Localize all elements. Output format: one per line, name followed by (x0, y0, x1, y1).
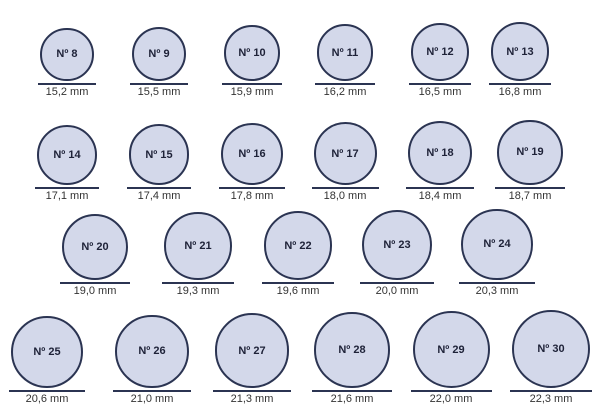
diameter-mm-label: 15,5 mm (137, 86, 181, 98)
diameter-line (212, 390, 292, 392)
diameter-line (509, 390, 593, 392)
diameter-mm-label: 21,3 mm (230, 393, 274, 405)
diameter-line (129, 83, 189, 85)
diameter-line (495, 187, 565, 189)
ring-size-circle: Nº 8 (40, 27, 94, 81)
ring-size-circle: Nº 16 (220, 122, 284, 185)
diameter-mm-label: 16,8 mm (498, 86, 542, 98)
diameter-line (8, 390, 86, 392)
ring-size-label: Nº 14 (53, 149, 81, 162)
diameter-mm-label: 22,3 mm (529, 393, 573, 405)
ring-size-label: Nº 17 (331, 147, 359, 160)
ring-size-label: Nº 29 (437, 343, 465, 356)
diameter-mm-label: 16,2 mm (323, 86, 367, 98)
diameter-mm-label: 20,6 mm (25, 393, 69, 405)
ring-size-label: Nº 16 (238, 147, 266, 160)
ring-size-label: Nº 27 (238, 344, 266, 357)
ring-size-label: Nº 23 (383, 239, 411, 251)
ring-size-label: Nº 28 (338, 344, 366, 357)
ring-size-label: Nº 20 (81, 240, 109, 253)
diameter-mm-label: 17,8 mm (230, 190, 274, 202)
ring-size-circle: Nº 27 (214, 313, 290, 388)
ring-size-circle: Nº 19 (497, 119, 563, 185)
diameter-mm-label: 18,4 mm (418, 190, 462, 202)
ring-size-circle: Nº 28 (314, 312, 390, 388)
diameter-line (38, 83, 96, 85)
ring-size-circle: Nº 17 (313, 122, 377, 185)
ring-size-label: Nº 15 (145, 148, 173, 161)
ring-size-circle: Nº 14 (37, 125, 97, 185)
ring-size-label: Nº 13 (506, 45, 534, 58)
diameter-mm-label: 19,6 mm (276, 285, 320, 297)
diameter-mm-label: 22,0 mm (429, 393, 473, 405)
diameter-line (488, 83, 552, 85)
diameter-line (126, 187, 192, 189)
ring-size-label: Nº 22 (284, 239, 312, 252)
ring-size-label: Nº 24 (483, 238, 511, 251)
diameter-line (410, 390, 492, 392)
diameter-line (261, 282, 335, 284)
diameter-line (360, 282, 434, 284)
ring-size-label: Nº 25 (33, 345, 61, 358)
ring-size-label: Nº 21 (184, 240, 212, 253)
diameter-line (35, 187, 99, 189)
ring-size-circle: Nº 25 (10, 315, 84, 388)
diameter-mm-label: 15,2 mm (45, 86, 89, 98)
ring-size-label: Nº 9 (148, 47, 170, 60)
diameter-line (218, 187, 286, 189)
diameter-line (409, 83, 471, 85)
ring-size-circle: Nº 26 (115, 314, 189, 388)
ring-size-circle: Nº 9 (131, 26, 187, 81)
ring-size-circle: Nº 20 (61, 213, 129, 280)
diameter-mm-label: 17,4 mm (137, 190, 181, 202)
diameter-mm-label: 16,5 mm (418, 86, 462, 98)
diameter-mm-label: 20,0 mm (375, 285, 419, 297)
diameter-line (312, 390, 392, 392)
ring-size-label: Nº 18 (426, 146, 454, 159)
diameter-line (59, 282, 131, 284)
diameter-mm-label: 18,7 mm (508, 190, 552, 202)
ring-size-circle: Nº 11 (316, 24, 374, 81)
diameter-mm-label: 19,3 mm (176, 285, 220, 297)
diameter-line (405, 187, 475, 189)
diameter-mm-label: 18,0 mm (323, 190, 367, 202)
diameter-line (222, 83, 282, 85)
diameter-mm-label: 19,0 mm (73, 285, 117, 297)
ring-size-circle: Nº 12 (411, 23, 469, 81)
diameter-mm-label: 17,1 mm (45, 190, 89, 202)
ring-size-label: Nº 8 (56, 48, 78, 61)
ring-size-label: Nº 12 (426, 46, 454, 59)
ring-size-circle: Nº 29 (412, 311, 490, 388)
diameter-line (314, 83, 376, 85)
ring-size-circle: Nº 22 (263, 211, 333, 280)
ring-size-label: Nº 11 (331, 46, 359, 59)
ring-size-circle: Nº 24 (461, 208, 533, 280)
ring-size-circle: Nº 18 (407, 120, 473, 185)
ring-size-circle: Nº 15 (128, 124, 190, 185)
ring-size-label: Nº 10 (238, 47, 266, 60)
diameter-line (162, 282, 234, 284)
ring-size-label: Nº 19 (516, 146, 544, 159)
ring-size-label: Nº 26 (138, 345, 166, 358)
diameter-line (459, 282, 535, 284)
diameter-mm-label: 20,3 mm (475, 285, 519, 297)
diameter-mm-label: 15,9 mm (230, 86, 274, 98)
ring-size-circle: Nº 23 (362, 210, 432, 280)
ring-size-circle: Nº 30 (511, 309, 591, 388)
diameter-line (113, 390, 191, 392)
diameter-mm-label: 21,0 mm (130, 393, 174, 405)
ring-size-label: Nº 30 (537, 342, 565, 355)
diameter-mm-label: 21,6 mm (330, 393, 374, 405)
diameter-line (311, 187, 379, 189)
ring-size-circle: Nº 13 (490, 22, 550, 81)
ring-size-circle: Nº 10 (224, 25, 280, 81)
ring-size-circle: Nº 21 (164, 212, 232, 280)
